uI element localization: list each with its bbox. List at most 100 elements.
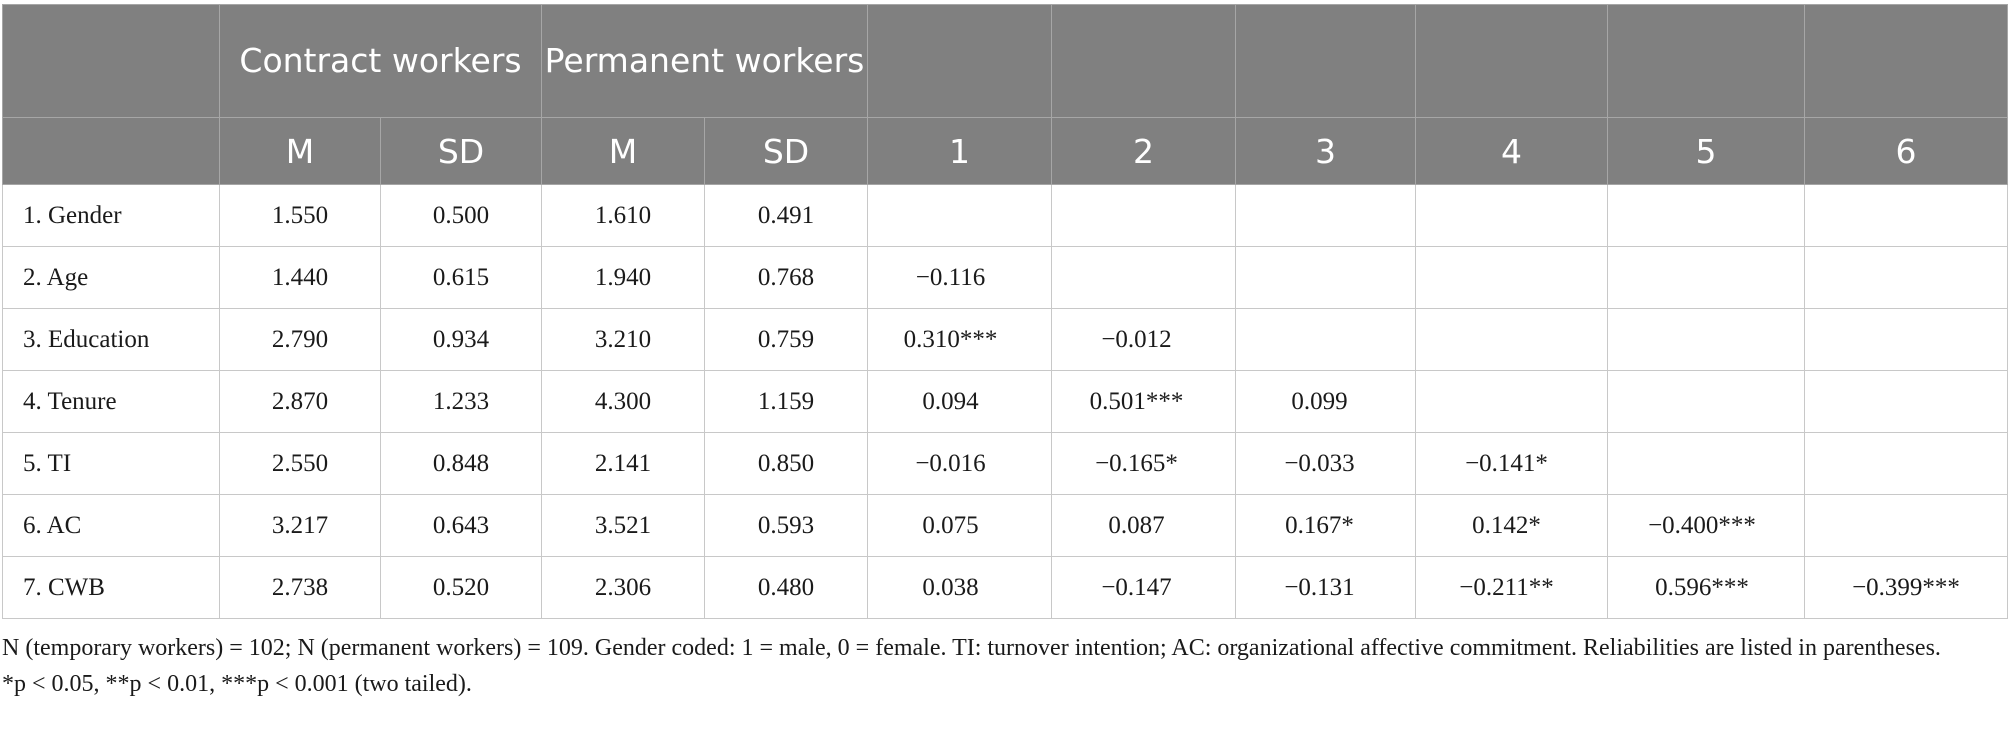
table-cell: 4.300 bbox=[541, 370, 706, 433]
table-cell: 1.159 bbox=[704, 370, 869, 433]
table-cell: 0.167* bbox=[1235, 494, 1417, 557]
header-blank-4 bbox=[1415, 4, 1609, 118]
table-row: 7. CWB 2.738 0.520 2.306 0.480 0.038 −0.147 −0.… bbox=[2, 556, 2009, 619]
table-cell: 0.087 bbox=[1051, 494, 1237, 557]
table-cell: 0.094 bbox=[867, 370, 1053, 433]
table-row: 4. Tenure 2.870 1.233 4.300 1.159 0.094 0.501*… bbox=[2, 370, 2009, 433]
table-cell bbox=[1607, 184, 1806, 247]
table-cell: 0.768 bbox=[704, 246, 869, 309]
row-label: 7. CWB bbox=[2, 556, 220, 619]
column-header-label bbox=[2, 117, 220, 185]
table-cell: 2.306 bbox=[541, 556, 706, 619]
table-cell bbox=[1415, 184, 1609, 247]
table-cell bbox=[1804, 308, 2009, 371]
table-cell: 1.233 bbox=[379, 370, 543, 433]
header-blank-1 bbox=[867, 4, 1053, 118]
table-cell: 1.940 bbox=[541, 246, 706, 309]
row-label: 2. Age bbox=[2, 246, 220, 309]
table-cell: −0.165* bbox=[1051, 432, 1237, 495]
table-cell: 3.521 bbox=[541, 494, 706, 557]
table-cell: −0.147 bbox=[1051, 556, 1237, 619]
column-header-permanent-m: M bbox=[541, 117, 706, 185]
table-cell: 0.520 bbox=[379, 556, 543, 619]
table-cell bbox=[1804, 184, 2009, 247]
table-cell bbox=[1607, 308, 1806, 371]
table-cell bbox=[1235, 246, 1417, 309]
table-cell: 2.550 bbox=[219, 432, 381, 495]
table-cell bbox=[867, 184, 1053, 247]
row-label: 6. AC bbox=[2, 494, 220, 557]
table-cell: 0.491 bbox=[704, 184, 869, 247]
table-cell: 1.440 bbox=[219, 246, 381, 309]
table-cell bbox=[1607, 370, 1806, 433]
table-cell bbox=[1235, 308, 1417, 371]
column-header-contract-m: M bbox=[219, 117, 381, 185]
table-cell bbox=[1051, 184, 1237, 247]
table-cell bbox=[1804, 432, 2009, 495]
descriptive-correlation-table: Contract workers Permanent workers M SD … bbox=[2, 4, 2009, 619]
table-row: 1. Gender 1.550 0.500 1.610 0.491 bbox=[2, 184, 2009, 247]
table-row: 3. Education 2.790 0.934 3.210 0.759 0.310***… bbox=[2, 308, 2009, 371]
column-header-4: 4 bbox=[1415, 117, 1609, 185]
table-cell bbox=[1607, 246, 1806, 309]
table-cell: −0.016 bbox=[867, 432, 1053, 495]
table-cell: 0.934 bbox=[379, 308, 543, 371]
column-header-6: 6 bbox=[1804, 117, 2009, 185]
table-cell: 3.217 bbox=[219, 494, 381, 557]
table-cell: 0.038 bbox=[867, 556, 1053, 619]
header-blank-3 bbox=[1235, 4, 1417, 118]
header-row-columns: M SD M SD 1 2 3 4 5 6 bbox=[2, 117, 2009, 185]
table-cell: 0.480 bbox=[704, 556, 869, 619]
column-header-1: 1 bbox=[867, 117, 1053, 185]
table-cell: 2.738 bbox=[219, 556, 381, 619]
table-cell bbox=[1415, 308, 1609, 371]
table-cell: 0.075 bbox=[867, 494, 1053, 557]
table-cell: −0.399*** bbox=[1804, 556, 2009, 619]
table-cell: 0.142* bbox=[1415, 494, 1609, 557]
header-blank-6 bbox=[1804, 4, 2009, 118]
column-header-3: 3 bbox=[1235, 117, 1417, 185]
column-header-5: 5 bbox=[1607, 117, 1806, 185]
row-label: 4. Tenure bbox=[2, 370, 220, 433]
table-cell bbox=[1415, 246, 1609, 309]
table-cell: −0.141* bbox=[1415, 432, 1609, 495]
correlation-table-figure: Contract workers Permanent workers M SD … bbox=[0, 4, 2009, 700]
table-cell: 3.210 bbox=[541, 308, 706, 371]
column-header-contract-sd: SD bbox=[379, 117, 543, 185]
table-row: 5. TI 2.550 0.848 2.141 0.850 −0.016 −0.165* −0… bbox=[2, 432, 2009, 495]
table-cell bbox=[1235, 184, 1417, 247]
table-cell: 2.790 bbox=[219, 308, 381, 371]
row-label: 3. Education bbox=[2, 308, 220, 371]
table-cell: −0.012 bbox=[1051, 308, 1237, 371]
table-notes: N (temporary workers) = 102; N (permanen… bbox=[2, 632, 2002, 700]
table-cell bbox=[1804, 494, 2009, 557]
table-cell: 1.610 bbox=[541, 184, 706, 247]
table-cell: 0.593 bbox=[704, 494, 869, 557]
table-cell: 0.596*** bbox=[1607, 556, 1806, 619]
table-cell: 0.099 bbox=[1235, 370, 1417, 433]
table-cell: −0.033 bbox=[1235, 432, 1417, 495]
table-cell: 0.850 bbox=[704, 432, 869, 495]
table-body: 1. Gender 1.550 0.500 1.610 0.491 2. Age 1.440… bbox=[2, 184, 2009, 619]
table-note-significance: *p < 0.05, **p < 0.01, ***p < 0.001 (two… bbox=[2, 671, 472, 697]
table-cell bbox=[1607, 432, 1806, 495]
row-label: 1. Gender bbox=[2, 184, 220, 247]
table-cell: 0.501*** bbox=[1051, 370, 1237, 433]
table-cell: 2.870 bbox=[219, 370, 381, 433]
table-cell: 2.141 bbox=[541, 432, 706, 495]
table-cell: −0.400*** bbox=[1607, 494, 1806, 557]
header-blank-2 bbox=[1051, 4, 1237, 118]
table-cell bbox=[1804, 370, 2009, 433]
column-header-permanent-sd: SD bbox=[704, 117, 869, 185]
row-label: 5. TI bbox=[2, 432, 220, 495]
table-row: 2. Age 1.440 0.615 1.940 0.768 −0.116 bbox=[2, 246, 2009, 309]
table-cell bbox=[1051, 246, 1237, 309]
table-cell: 0.310*** bbox=[867, 308, 1053, 371]
header-contract-workers: Contract workers bbox=[218, 4, 543, 118]
table-note-definitions: N (temporary workers) = 102; N (permanen… bbox=[2, 635, 1941, 661]
table-cell: 0.759 bbox=[704, 308, 869, 371]
table-cell: −0.211** bbox=[1415, 556, 1609, 619]
column-header-2: 2 bbox=[1051, 117, 1237, 185]
header-blank-5 bbox=[1607, 4, 1806, 118]
table-cell bbox=[1415, 370, 1609, 433]
